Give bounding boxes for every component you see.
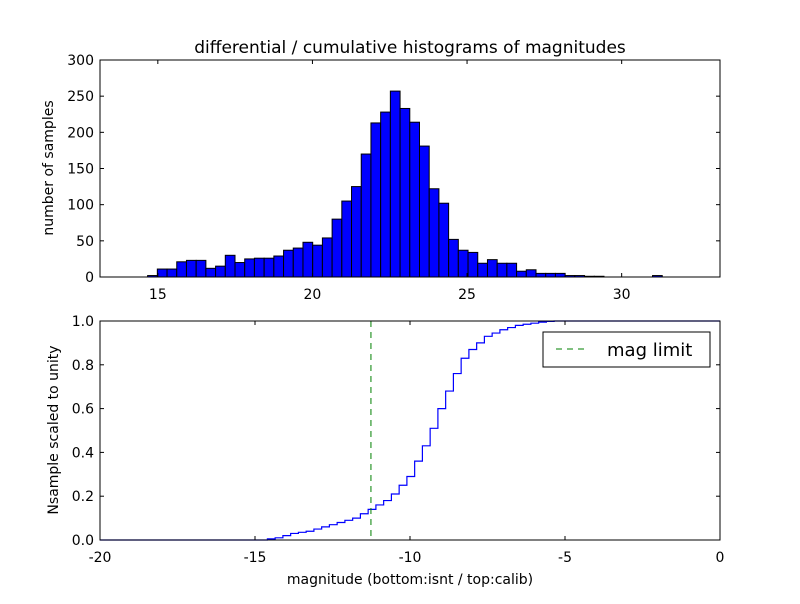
histogram-bar [399, 107, 411, 278]
bottom-y-tick-label: 0.2 [72, 489, 94, 505]
histogram-bar [525, 269, 537, 278]
histogram-bar [176, 261, 187, 278]
legend: mag limit [542, 331, 711, 368]
histogram-bar [380, 111, 391, 278]
histogram-bar [263, 257, 275, 278]
histogram-bar [166, 268, 178, 278]
bottom-x-tick-label: 0 [716, 550, 725, 566]
bottom-y-tick-label: 0.0 [72, 533, 94, 549]
histogram-bar [486, 259, 498, 278]
histogram-bar [156, 268, 168, 278]
histogram-bar [554, 272, 566, 278]
top-x-tick-label: 25 [458, 287, 476, 303]
top-y-tick-label: 50 [76, 234, 94, 250]
bottom-y-tick-label: 0.4 [72, 445, 94, 461]
top-x-tick-label: 15 [149, 287, 167, 303]
top-y-tick-label: 150 [67, 162, 94, 178]
histogram-bar [477, 262, 488, 278]
histogram-bar [331, 218, 343, 278]
histogram-bar [351, 186, 362, 278]
bottom-x-tick-label: -10 [399, 550, 422, 566]
histogram-bar [302, 241, 314, 278]
histogram-bar [234, 262, 246, 278]
histogram-bar [273, 255, 285, 278]
histogram-bar [535, 272, 547, 278]
bottom-y-tick-label: 0.6 [72, 402, 94, 418]
top-y-tick-label: 0 [85, 270, 94, 286]
histogram-bar [496, 262, 508, 278]
top-y-tick-label: 300 [67, 53, 94, 69]
histogram-bar [312, 244, 323, 278]
bottom-y-label: Nsample scaled to unity [46, 345, 62, 514]
bottom-x-label: magnitude (bottom:isnt / top:calib) [287, 572, 533, 588]
histogram-bar [448, 238, 459, 278]
bottom-y-tick-label: 1.0 [72, 314, 94, 330]
histogram-bar [253, 257, 265, 278]
histogram-bar [321, 237, 333, 278]
bottom-x-tick-label: -15 [244, 550, 267, 566]
histogram-bar [341, 200, 353, 278]
histogram-bar [516, 270, 527, 278]
top-y-label: number of samples [41, 100, 57, 235]
cumulative-step-line [100, 320, 720, 541]
histogram-bar [428, 188, 440, 278]
histogram-bar [370, 122, 382, 278]
histogram-bar [292, 247, 304, 278]
bottom-x-tick-label: -20 [89, 550, 112, 566]
top-y-tick-label: 250 [67, 89, 94, 105]
histogram-bar [195, 259, 207, 278]
histogram-bar [389, 90, 401, 278]
bottom-x-tick-label: -5 [558, 550, 572, 566]
histogram-bar [283, 249, 294, 278]
histogram-bar [545, 272, 556, 278]
legend-label: mag limit [607, 340, 692, 361]
histogram-bar [457, 249, 469, 278]
top-y-tick-label: 200 [67, 125, 94, 141]
histogram-bar [506, 262, 518, 278]
histogram-bar [185, 259, 197, 278]
histogram-bar [409, 121, 420, 278]
top-y-tick-label: 100 [67, 198, 94, 214]
histogram-bar [224, 254, 236, 278]
histogram-bar [205, 267, 217, 278]
histogram-bar [360, 153, 372, 278]
bottom-y-tick-label: 0.8 [72, 358, 94, 374]
top-x-tick-label: 20 [304, 287, 322, 303]
histogram-bar [467, 251, 479, 278]
histogram-bar [418, 145, 430, 278]
chart-title: differential / cumulative histograms of … [194, 38, 626, 58]
histogram-bar [438, 202, 450, 278]
histogram-bar [215, 265, 226, 278]
histogram-bar [244, 258, 255, 278]
top-x-tick-label: 30 [613, 287, 631, 303]
